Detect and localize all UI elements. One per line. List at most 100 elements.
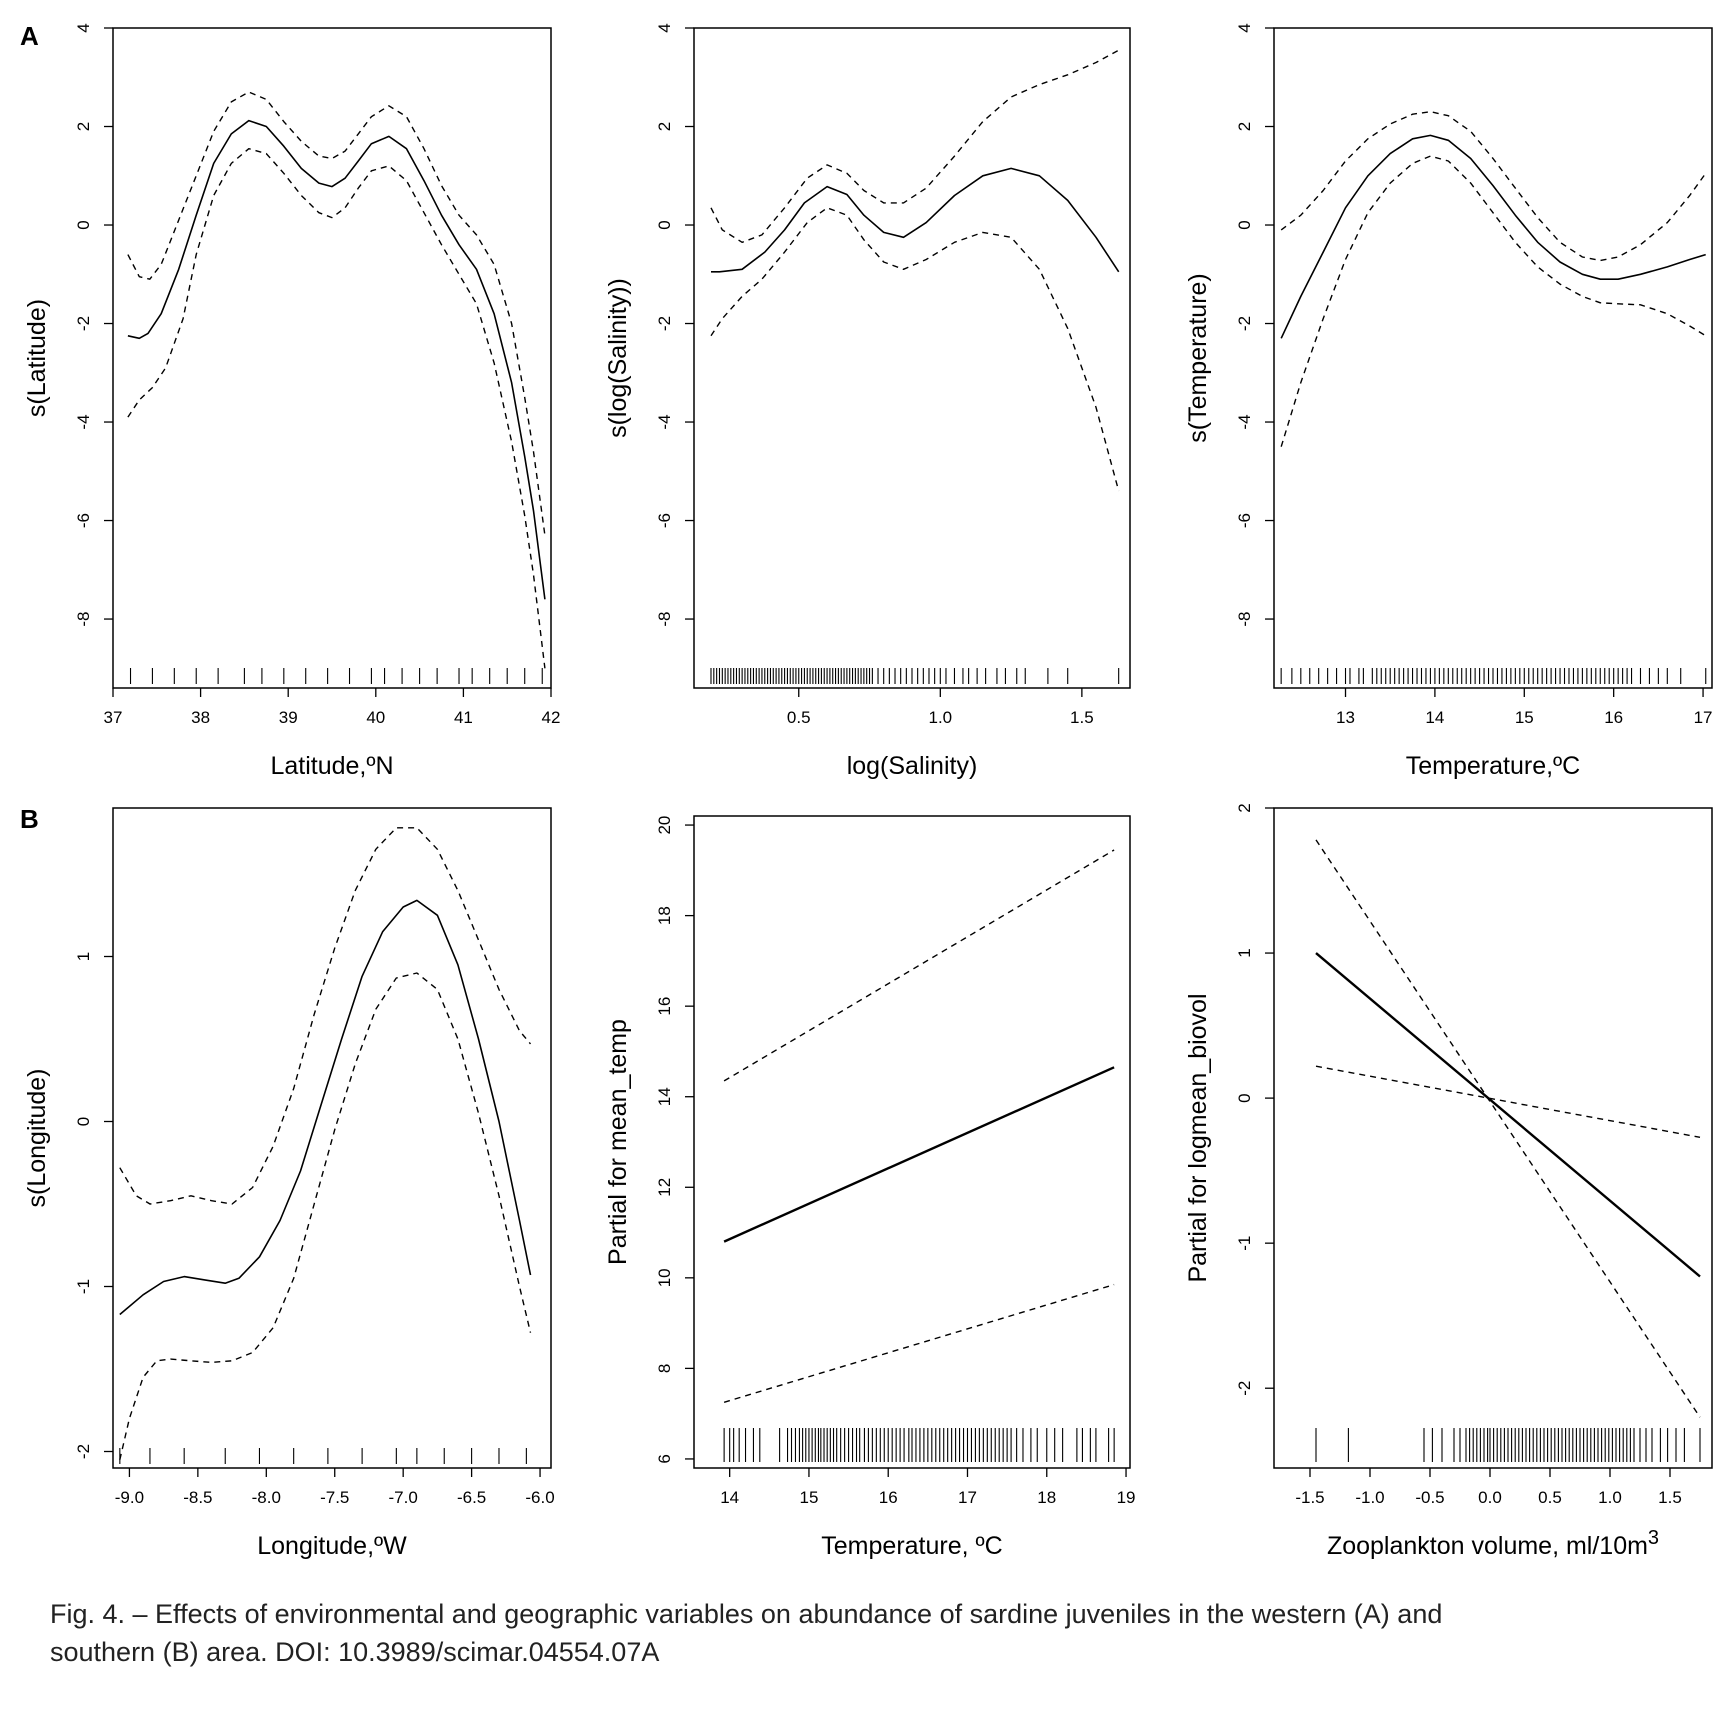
y-tick-label: -6 <box>1235 513 1254 528</box>
y-tick-label: 10 <box>655 1268 674 1287</box>
y-axis-label: s(Temperature) <box>1184 273 1212 443</box>
x-tick-label: 1.0 <box>1598 1488 1622 1507</box>
x-axis-label: Temperature,ºC <box>1406 752 1580 780</box>
figure: A B 37 38 39 40 41 42-8-6-4-2024Latitude,ºNs(… <box>20 21 1713 1560</box>
confidence-band-line <box>710 49 1120 243</box>
y-axis-label: s(Longitude) <box>23 1069 51 1208</box>
x-tick-label: -7.0 <box>389 1488 418 1507</box>
smooth-fit-line <box>119 899 532 1316</box>
y-tick-label: 4 <box>1235 23 1254 32</box>
x-axis-label: Zooplankton volume, ml/10m3 <box>1327 1527 1659 1560</box>
x-tick-label: -8.0 <box>252 1488 281 1507</box>
x-tick-label: 38 <box>191 708 210 727</box>
y-tick-label: -4 <box>74 414 93 429</box>
y-tick-label: 0 <box>1235 1093 1254 1102</box>
x-tick-label: 17 <box>958 1488 977 1507</box>
y-tick-label: 2 <box>1235 803 1254 812</box>
plot-a2: 0.5 1.0 1.5 -8 -6 -4 -2 0 2 4 log(Salinity) s(log(S… <box>604 23 1131 780</box>
x-tick-label: 13 <box>1336 708 1355 727</box>
y-tick-label: 0 <box>74 220 93 229</box>
plot-frame <box>112 27 552 689</box>
x-axis-label: Temperature, ºC <box>821 1532 1002 1560</box>
confidence-band-line <box>1315 1065 1701 1138</box>
x-tick-label: 0.5 <box>1538 1488 1562 1507</box>
x-tick-label: 14 <box>1425 708 1444 727</box>
x-tick-label: -1.0 <box>1355 1488 1384 1507</box>
x-tick-label: 15 <box>799 1488 818 1507</box>
caption-line-1: Fig. 4. – Effects of environmental and g… <box>50 1599 1443 1629</box>
y-tick-label: -8 <box>1235 611 1254 626</box>
x-tick-label: -0.5 <box>1415 1488 1444 1507</box>
y-tick-label: 0 <box>74 1117 93 1126</box>
plot-a3: 13 14 15 16 17 -8 -6 -4 -2 0 2 4 Temperature,ºC s(Tem… <box>1184 23 1713 780</box>
y-tick-label: 2 <box>655 122 674 131</box>
y-tick-label: 2 <box>74 122 93 131</box>
x-tick-label: 15 <box>1515 708 1534 727</box>
y-tick-label: 1 <box>1235 948 1254 957</box>
y-tick-label: -8 <box>655 611 674 626</box>
panel-label-a: A <box>20 21 39 51</box>
y-tick-label: -2 <box>1235 316 1254 331</box>
panel-label-b: B <box>20 804 39 834</box>
x-tick-label: 0.0 <box>1478 1488 1502 1507</box>
x-tick-label: -6.0 <box>525 1488 554 1507</box>
y-tick-label: 6 <box>655 1454 674 1463</box>
x-axis-label-superscript: 3 <box>1648 1527 1659 1549</box>
y-tick-label: -6 <box>655 513 674 528</box>
y-tick-label: -2 <box>74 1444 93 1459</box>
plot-a1: 37 38 39 40 41 42 -8 -6 -4 -2 0 2 4 Latitude,ºN s(Lati… <box>23 23 560 780</box>
x-tick-label: 42 <box>542 708 561 727</box>
plot-frame <box>693 27 1131 689</box>
y-tick-label: 0 <box>1235 220 1254 229</box>
x-tick-label: 39 <box>279 708 298 727</box>
y-tick-label: 8 <box>655 1364 674 1373</box>
x-tick-label: 19 <box>1117 1488 1136 1507</box>
y-tick-label: -4 <box>1235 414 1254 429</box>
x-axis-label: Latitude,ºN <box>270 752 393 780</box>
y-tick-label: -1 <box>74 1279 93 1294</box>
confidence-band-line <box>127 148 546 669</box>
x-tick-label: 18 <box>1037 1488 1056 1507</box>
x-tick-label: -8.5 <box>183 1488 212 1507</box>
x-tick-label: 16 <box>879 1488 898 1507</box>
confidence-band-line <box>1315 839 1701 1418</box>
confidence-band-line <box>710 207 1120 492</box>
y-tick-label: -2 <box>1235 1381 1254 1396</box>
plot-b3: -1.5 -1.0 -0.5 0.0 0.5 1.0 1.5 -2 -1 0 1 2 Zooplankt… <box>1184 803 1713 1560</box>
y-tick-label: -2 <box>655 316 674 331</box>
confidence-band-line <box>723 849 1115 1082</box>
y-tick-label: 4 <box>655 23 674 32</box>
y-tick-label: -6 <box>74 513 93 528</box>
x-tick-label: 1.5 <box>1658 1488 1682 1507</box>
plot-frame <box>112 807 552 1469</box>
plot-b1: -9.0 -8.5 -8.0 -7.5 -7.0 -6.5 -6.0 -2 -1 0 1 Longit… <box>23 807 555 1560</box>
x-tick-label: -9.0 <box>115 1488 144 1507</box>
smooth-fit-line <box>711 167 1120 273</box>
x-tick-label: 14 <box>720 1488 739 1507</box>
y-axis-label: Partial for logmean_biovol <box>1184 993 1212 1282</box>
confidence-band-line <box>1280 155 1707 447</box>
plot-b2: 14 15 16 17 18 19 6 8 10 12 14 16 18 20 Temperature, º… <box>604 815 1136 1560</box>
x-tick-label: -1.5 <box>1295 1488 1324 1507</box>
x-tick-label: -7.5 <box>320 1488 349 1507</box>
y-tick-label: 16 <box>655 997 674 1016</box>
y-tick-label: 18 <box>655 906 674 925</box>
x-tick-label: 41 <box>454 708 473 727</box>
x-tick-label: 17 <box>1694 708 1713 727</box>
y-tick-label: -1 <box>1235 1236 1254 1251</box>
y-tick-label: 0 <box>655 220 674 229</box>
x-tick-label: 1.5 <box>1070 708 1094 727</box>
confidence-band-line <box>119 972 532 1460</box>
smooth-fit-line <box>1280 134 1706 339</box>
x-tick-label: 37 <box>104 708 123 727</box>
x-tick-label: -6.5 <box>457 1488 486 1507</box>
x-tick-label: 0.5 <box>787 708 811 727</box>
x-axis-label: log(Salinity) <box>847 752 978 780</box>
y-tick-label: -2 <box>74 316 93 331</box>
x-tick-label: 40 <box>366 708 385 727</box>
confidence-band-line <box>1280 111 1707 262</box>
y-tick-label: 4 <box>74 23 93 32</box>
y-tick-label: 12 <box>655 1178 674 1197</box>
y-axis-label: Partial for mean_temp <box>604 1019 632 1265</box>
smooth-fit-line <box>723 1066 1115 1243</box>
